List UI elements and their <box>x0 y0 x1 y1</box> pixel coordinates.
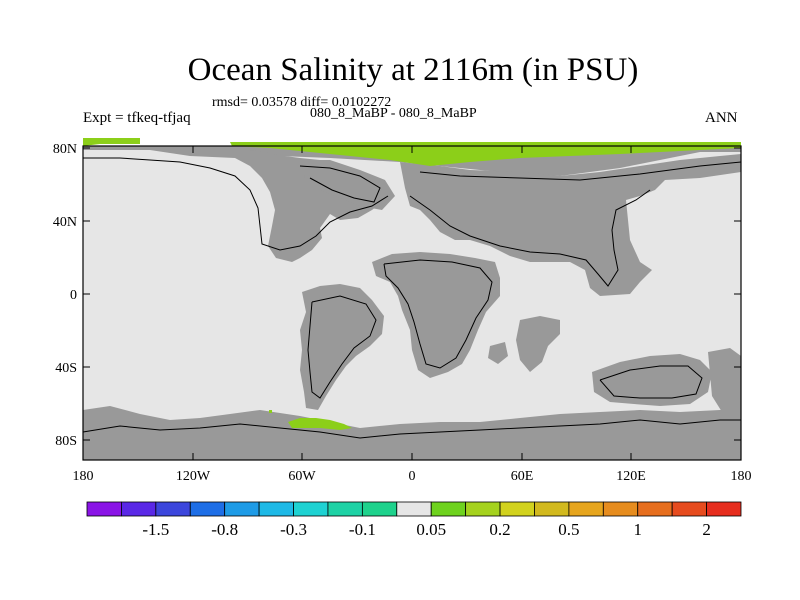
land-indonesia <box>516 316 560 372</box>
colorbar-swatch <box>465 501 501 517</box>
colorbar-swatch <box>293 501 329 517</box>
colorbar-swatch <box>602 501 639 517</box>
colorbar-swatch <box>499 501 535 517</box>
lat-label: 80S <box>55 434 77 449</box>
colorbar-swatch <box>361 501 398 517</box>
land-australia <box>592 354 712 406</box>
anomaly-arctic-patch <box>230 142 741 166</box>
colorbar-swatch <box>86 501 122 517</box>
colorbar-swatch <box>258 501 294 517</box>
lon-label: 60E <box>511 469 534 484</box>
colorbar-swatch <box>637 501 673 517</box>
lon-label: 180 <box>731 469 752 484</box>
lat-label: 0 <box>70 288 77 303</box>
colorbar-label: 0.5 <box>558 520 579 539</box>
land-africa <box>372 252 500 378</box>
land-south-america <box>300 284 384 410</box>
colorbar-swatch <box>568 501 604 517</box>
colorbar-swatch <box>189 501 226 517</box>
colorbar <box>86 501 742 517</box>
anomaly-arctic-west <box>83 138 140 146</box>
colorbar-swatch <box>327 501 363 517</box>
lat-label: 40S <box>55 361 77 376</box>
lon-tick-marks <box>82 146 742 460</box>
colorbar-label: 0.05 <box>416 520 446 539</box>
season-label: ANN <box>705 110 738 126</box>
land-greenland <box>300 160 395 210</box>
colorbar-label: -0.1 <box>349 520 376 539</box>
coastline-contours <box>82 157 742 439</box>
lon-label: 180 <box>73 469 94 484</box>
anomaly-small-patch <box>269 410 272 413</box>
lat-label: 80N <box>53 142 77 157</box>
colorbar-label: -1.5 <box>142 520 169 539</box>
colorbar-swatch <box>430 501 467 517</box>
experiment-label: Expt = tfkeq-tfjaq <box>83 110 191 126</box>
colorbar-swatch <box>706 501 742 517</box>
colorbar-swatch <box>671 501 707 517</box>
plot-title: Ocean Salinity at 2116m (in PSU) <box>187 52 639 88</box>
colorbar-swatch <box>396 501 432 517</box>
lat-tick-marks <box>83 147 741 441</box>
colorbar-labels: -1.5 -0.8 -0.3 -0.1 0.05 0.2 0.5 1 2 <box>142 520 710 539</box>
anomaly-weddell-patch <box>288 418 352 430</box>
colorbar-swatch <box>155 501 191 517</box>
colorbar-swatch <box>224 501 260 517</box>
lon-label: 120E <box>616 469 646 484</box>
stats-text: rmsd= 0.03578 diff= 0.0102272 <box>212 95 392 110</box>
colorbar-label: -0.3 <box>280 520 307 539</box>
colorbar-label: 1 <box>633 520 642 539</box>
lon-label: 60W <box>288 469 316 484</box>
land-new-zealand <box>708 348 741 412</box>
colorbar-label: 2 <box>702 520 711 539</box>
experiment-subtitle: 080_8_MaBP - 080_8_MaBP <box>310 106 477 121</box>
land-eurasia <box>400 154 741 296</box>
land-madagascar <box>488 342 508 364</box>
lon-label: 120W <box>176 469 211 484</box>
colorbar-label: -0.8 <box>211 520 238 539</box>
colorbar-swatch <box>534 501 570 517</box>
lon-label: 0 <box>409 469 416 484</box>
lat-label: 40N <box>53 215 77 230</box>
colorbar-label: 0.2 <box>489 520 510 539</box>
colorbar-swatch <box>121 501 157 517</box>
